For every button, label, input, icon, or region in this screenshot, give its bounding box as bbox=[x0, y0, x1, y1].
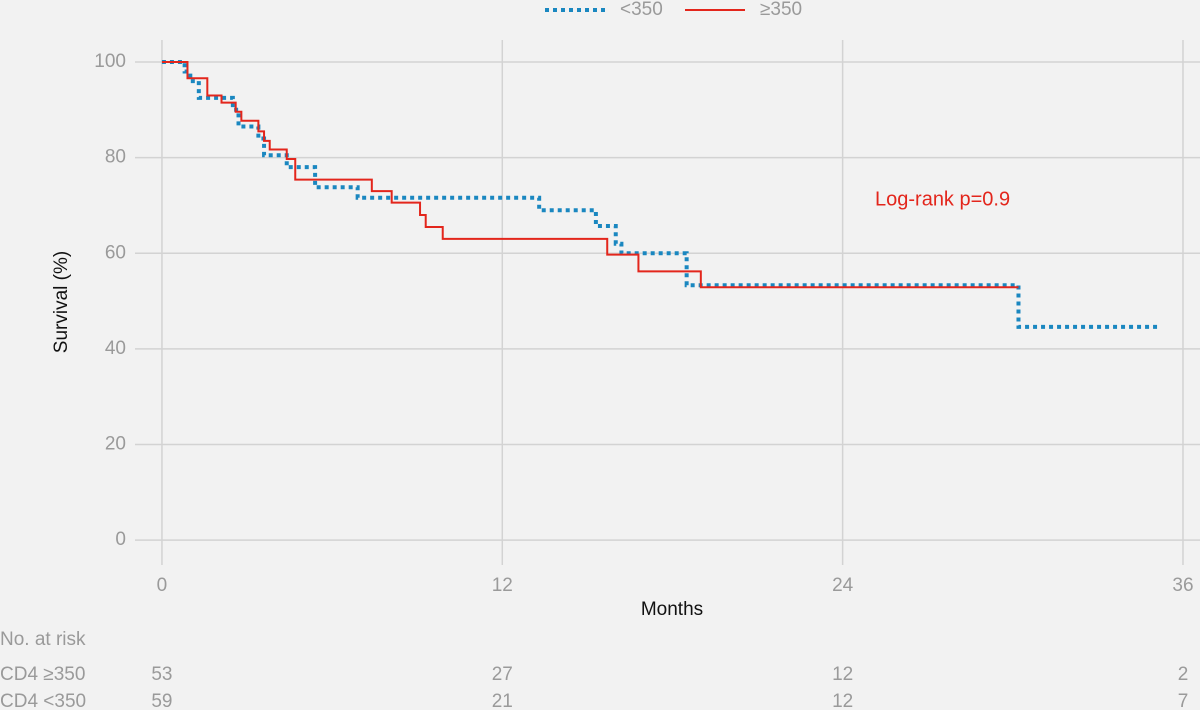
y-tick-label: 100 bbox=[94, 51, 126, 72]
risk-value: 12 bbox=[832, 664, 853, 685]
x-axis-title: Months bbox=[641, 599, 703, 620]
legend-label: ≥350 bbox=[760, 0, 802, 20]
risk-value: 12 bbox=[832, 691, 853, 710]
annotation: Log-rank p=0.9 bbox=[875, 188, 1010, 210]
legend-label: <350 bbox=[620, 0, 663, 20]
y-tick-label: 0 bbox=[115, 529, 126, 550]
x-tick-label: 24 bbox=[832, 575, 854, 596]
survival-curve bbox=[161, 60, 1019, 289]
risk-value: 27 bbox=[492, 664, 513, 685]
x-tick-label: 0 bbox=[157, 575, 168, 596]
risk-value: 53 bbox=[151, 664, 172, 685]
risk-table-title: No. at risk bbox=[0, 629, 86, 650]
y-axis-title: Survival (%) bbox=[51, 251, 72, 353]
x-tick-label: 36 bbox=[1172, 575, 1193, 596]
y-tick-label: 60 bbox=[105, 242, 126, 263]
x-tick-label: 12 bbox=[492, 575, 513, 596]
risk-value: 59 bbox=[151, 691, 172, 710]
risk-row-label: CD4 ≥350 bbox=[0, 664, 85, 685]
risk-value: 2 bbox=[1178, 664, 1189, 685]
risk-row-label: CD4 <350 bbox=[0, 691, 86, 710]
survival-curve bbox=[161, 59, 1158, 329]
y-tick-label: 80 bbox=[105, 147, 126, 168]
risk-value: 7 bbox=[1178, 691, 1189, 710]
risk-value: 21 bbox=[492, 691, 513, 710]
y-tick-label: 20 bbox=[105, 434, 126, 455]
y-tick-label: 40 bbox=[105, 338, 126, 359]
